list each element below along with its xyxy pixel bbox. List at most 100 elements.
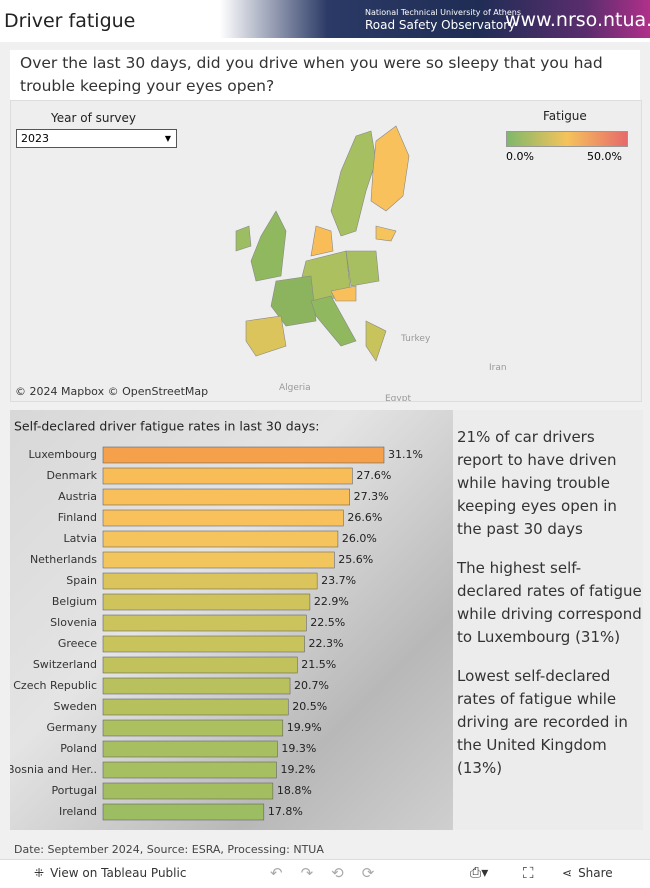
region: [250, 210, 287, 282]
toolbar: ⁜ View on Tableau Public ↶↷⟲⟳ ⎙▾ ⛶ ⋖ Share: [0, 859, 650, 888]
value-label: 22.5%: [310, 616, 345, 629]
bar: [102, 677, 291, 695]
place-label: Algeria: [279, 383, 311, 393]
value-label: 20.5%: [292, 700, 327, 713]
bar: [102, 614, 307, 632]
category-label: Bosnia and Her..: [10, 763, 97, 776]
category-label: Latvia: [64, 532, 98, 545]
value-label: 20.7%: [294, 679, 329, 692]
region: [330, 130, 377, 237]
share-button[interactable]: ⋖ Share: [562, 866, 613, 880]
bar: [102, 656, 298, 674]
year-dropdown[interactable]: 2023 ▼: [16, 129, 177, 148]
value-label: 22.9%: [314, 595, 349, 608]
bar: [102, 446, 385, 464]
place-label: Egypt: [385, 394, 411, 402]
bar: [102, 740, 278, 758]
summary-panel: 21% of car drivers report to have driven…: [453, 410, 643, 830]
download[interactable]: ⎙▾: [470, 865, 489, 881]
bar: [102, 551, 335, 569]
region: [345, 250, 380, 287]
region: [330, 285, 357, 302]
view-link[interactable]: ⁜ View on Tableau Public: [34, 866, 187, 880]
org-line: Road Safety Observatory: [365, 18, 516, 32]
legend-min: 0.0%: [506, 150, 534, 163]
bar: [102, 719, 284, 737]
bar: [102, 635, 305, 653]
share-label: Share: [578, 866, 613, 880]
bar: [102, 530, 339, 548]
filter-label: Year of survey: [51, 111, 136, 125]
value-label: 27.3%: [354, 490, 389, 503]
bar: [102, 782, 274, 800]
bar: [102, 509, 344, 527]
value-label: 31.1%: [388, 448, 423, 461]
value-label: 19.9%: [287, 721, 322, 734]
bar: [102, 803, 265, 821]
value-label: 19.2%: [280, 763, 315, 776]
undo-redo[interactable]: ↶↷⟲⟳: [270, 864, 393, 882]
category-label: Spain: [66, 574, 97, 587]
value-label: 27.6%: [356, 469, 391, 482]
category-label: Portugal: [51, 784, 97, 797]
org-line: National Technical University of Athens: [365, 8, 522, 17]
place-label: Turkey: [401, 334, 431, 344]
bar: [102, 572, 318, 590]
value-label: 18.8%: [277, 784, 312, 797]
value-label: 26.0%: [342, 532, 377, 545]
category-label: Slovenia: [50, 616, 97, 629]
region: [245, 315, 287, 357]
value-label: 22.3%: [308, 637, 343, 650]
map: Year of survey 2023 ▼ Fatigue 0.0% 50.0% …: [10, 100, 642, 402]
region: [370, 125, 410, 212]
category-label: Poland: [60, 742, 97, 755]
category-label: Switzerland: [33, 658, 97, 671]
category-label: Ireland: [59, 805, 97, 818]
region: [310, 295, 357, 347]
value-label: 21.5%: [301, 658, 336, 671]
category-label: Greece: [58, 637, 97, 650]
bar: [102, 467, 353, 485]
category-label: Czech Republic: [13, 679, 97, 692]
dropdown-value: 2023: [21, 132, 49, 145]
fullscreen[interactable]: ⛶: [523, 864, 534, 882]
value-label: 23.7%: [321, 574, 356, 587]
view-label: View on Tableau Public: [50, 866, 187, 880]
category-label: Finland: [58, 511, 97, 524]
category-label: Belgium: [52, 595, 97, 608]
page-title: Driver fatigue: [4, 10, 136, 32]
bar: [102, 698, 289, 716]
region: [270, 275, 317, 327]
bar: [102, 593, 311, 611]
map-canvas: [235, 125, 410, 362]
value-label: 26.6%: [347, 511, 382, 524]
place-label: Iran: [489, 363, 507, 373]
category-label: Austria: [58, 490, 97, 503]
legend-gradient: [506, 131, 628, 147]
footnote: Date: September 2024, Source: ESRA, Proc…: [14, 843, 324, 856]
region: [365, 320, 387, 362]
category-label: Germany: [46, 721, 97, 734]
value-label: 19.3%: [281, 742, 316, 755]
category-label: Denmark: [46, 469, 97, 482]
banner: National Technical University of Athens …: [220, 0, 650, 38]
legend-title: Fatigue: [543, 109, 587, 123]
region: [310, 225, 334, 257]
region: [235, 225, 252, 252]
category-label: Sweden: [54, 700, 97, 713]
category-label: Luxembourg: [28, 448, 97, 461]
bar: [102, 761, 277, 779]
chart-panel: Self-declared driver fatigue rates in la…: [10, 410, 453, 830]
header: Driver fatigue National Technical Univer…: [0, 0, 650, 42]
chart-title: Self-declared driver fatigue rates in la…: [14, 419, 319, 434]
summary-text: The highest self-declared rates of fatig…: [457, 559, 642, 646]
bar: [102, 488, 350, 506]
value-label: 25.6%: [338, 553, 373, 566]
region: [375, 225, 397, 242]
category-label: Netherlands: [30, 553, 97, 566]
summary-text: 21% of car drivers report to have driven…: [457, 428, 617, 538]
url[interactable]: www.nrso.ntua.gr: [505, 9, 650, 31]
attribution: © 2024 Mapbox © OpenStreetMap: [15, 385, 209, 398]
value-label: 17.8%: [268, 805, 303, 818]
